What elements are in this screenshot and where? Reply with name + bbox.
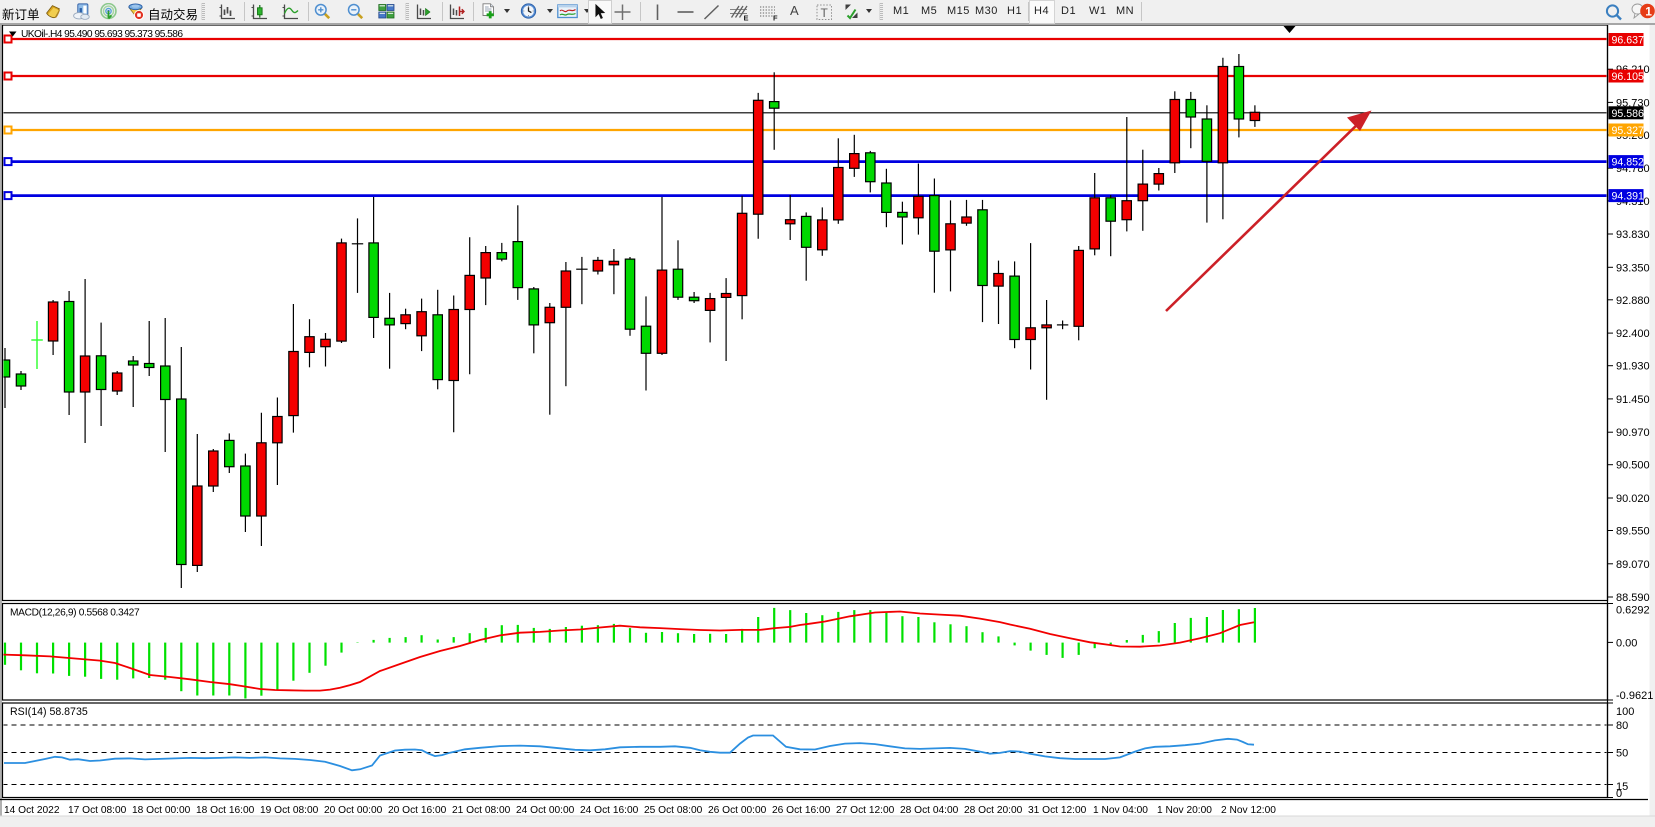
svg-text:20 Oct 00:00: 20 Oct 00:00 — [324, 805, 383, 816]
svg-text:96.105: 96.105 — [1612, 71, 1645, 83]
svg-text:96.637: 96.637 — [1612, 35, 1645, 47]
svg-text:18 Oct 00:00: 18 Oct 00:00 — [132, 805, 191, 816]
svg-text:24 Oct 16:00: 24 Oct 16:00 — [580, 805, 639, 816]
svg-text:28 Oct 04:00: 28 Oct 04:00 — [900, 805, 959, 816]
svg-text:89.550: 89.550 — [1616, 526, 1650, 538]
svg-text:93.350: 93.350 — [1616, 262, 1650, 274]
svg-text:E: E — [744, 14, 749, 22]
svg-text:80: 80 — [1616, 720, 1628, 732]
svg-text:95.327: 95.327 — [1612, 125, 1645, 137]
svg-text:50: 50 — [1616, 748, 1628, 760]
svg-text:MACD(12,26,9) 0.5568 0.3427: MACD(12,26,9) 0.5568 0.3427 — [10, 608, 140, 619]
svg-text:17 Oct 08:00: 17 Oct 08:00 — [68, 805, 127, 816]
svg-text:88.590: 88.590 — [1616, 592, 1650, 604]
svg-text:-0.9621: -0.9621 — [1616, 690, 1653, 702]
svg-text:91.930: 91.930 — [1616, 361, 1650, 373]
svg-text:18 Oct 16:00: 18 Oct 16:00 — [196, 805, 255, 816]
svg-text:24 Oct 00:00: 24 Oct 00:00 — [516, 805, 575, 816]
svg-text:0.6292: 0.6292 — [1616, 604, 1650, 616]
svg-text:F: F — [773, 14, 778, 22]
svg-text:94.391: 94.391 — [1612, 191, 1645, 203]
svg-text:91.450: 91.450 — [1616, 394, 1650, 406]
svg-text:92.400: 92.400 — [1616, 328, 1650, 340]
svg-text:28 Oct 20:00: 28 Oct 20:00 — [964, 805, 1023, 816]
svg-text:94.852: 94.852 — [1612, 157, 1645, 169]
svg-text:31 Oct 12:00: 31 Oct 12:00 — [1028, 805, 1087, 816]
svg-text:89.070: 89.070 — [1616, 559, 1650, 571]
svg-text:2 Nov 12:00: 2 Nov 12:00 — [1221, 805, 1276, 816]
svg-text:UKOil-.H4 95.490 95.693 95.37: UKOil-.H4 95.490 95.693 95.373 95.586 — [21, 29, 183, 40]
svg-text:90.020: 90.020 — [1616, 493, 1650, 505]
svg-text:25 Oct 08:00: 25 Oct 08:00 — [644, 805, 703, 816]
svg-text:14 Oct 2022: 14 Oct 2022 — [4, 805, 60, 816]
svg-text:T: T — [821, 6, 829, 20]
svg-text:0: 0 — [1616, 788, 1622, 800]
svg-text:26 Oct 00:00: 26 Oct 00:00 — [708, 805, 767, 816]
svg-text:93.830: 93.830 — [1616, 229, 1650, 241]
svg-text:95.586: 95.586 — [1612, 108, 1645, 120]
svg-text:0.00: 0.00 — [1616, 637, 1637, 649]
svg-text:90.970: 90.970 — [1616, 427, 1650, 439]
svg-text:1 Nov 20:00: 1 Nov 20:00 — [1157, 805, 1212, 816]
svg-text:1 Nov 04:00: 1 Nov 04:00 — [1093, 805, 1148, 816]
svg-text:1: 1 — [1645, 4, 1652, 18]
svg-text:100: 100 — [1616, 706, 1634, 718]
svg-text:19 Oct 08:00: 19 Oct 08:00 — [260, 805, 319, 816]
svg-text:27 Oct 12:00: 27 Oct 12:00 — [836, 805, 895, 816]
svg-text:21 Oct 08:00: 21 Oct 08:00 — [452, 805, 511, 816]
svg-text:20 Oct 16:00: 20 Oct 16:00 — [388, 805, 447, 816]
svg-text:26 Oct 16:00: 26 Oct 16:00 — [772, 805, 831, 816]
svg-text:92.880: 92.880 — [1616, 295, 1650, 307]
svg-text:90.500: 90.500 — [1616, 460, 1650, 472]
svg-text:RSI(14) 58.8735: RSI(14) 58.8735 — [10, 706, 88, 718]
